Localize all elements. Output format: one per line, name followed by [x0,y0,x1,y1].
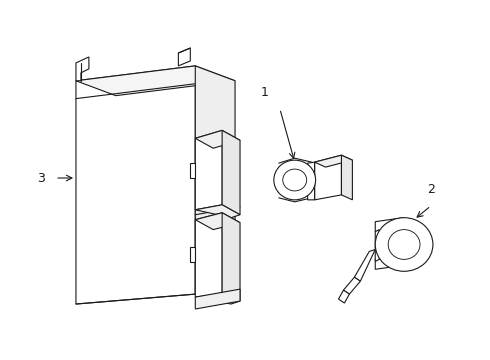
Polygon shape [375,218,403,231]
Text: 2: 2 [427,184,435,197]
Polygon shape [375,230,379,261]
Polygon shape [196,289,240,309]
Polygon shape [196,205,240,218]
Ellipse shape [375,218,433,271]
Polygon shape [222,130,240,215]
Polygon shape [343,277,360,294]
Polygon shape [339,290,349,303]
Polygon shape [76,57,89,81]
Polygon shape [196,294,240,304]
Polygon shape [315,155,342,200]
Polygon shape [196,213,222,297]
Polygon shape [178,48,190,66]
Polygon shape [196,213,240,230]
Polygon shape [190,163,196,178]
Text: 3: 3 [37,171,45,185]
Polygon shape [308,162,315,200]
Polygon shape [76,66,196,304]
Polygon shape [196,130,222,210]
Polygon shape [196,130,240,148]
Polygon shape [190,247,196,262]
Polygon shape [196,66,235,294]
Polygon shape [76,66,235,96]
Polygon shape [222,213,240,301]
Ellipse shape [274,160,316,200]
Ellipse shape [388,230,420,260]
Text: 1: 1 [261,86,269,99]
Ellipse shape [283,169,307,191]
Polygon shape [375,255,403,269]
Polygon shape [354,249,375,281]
Polygon shape [342,155,352,200]
Polygon shape [315,155,352,167]
